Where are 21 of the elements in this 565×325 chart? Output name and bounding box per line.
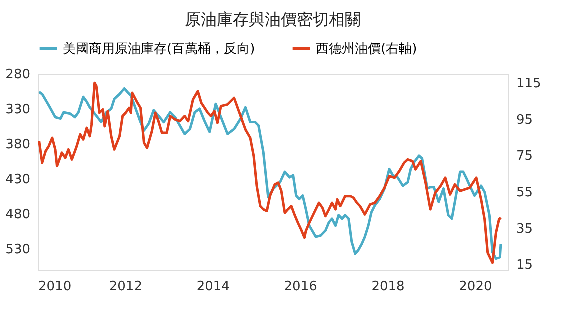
y2-tick-label: 55 [516, 185, 534, 200]
y-tick-label: 430 [6, 172, 30, 188]
legend-label: 西德州油價(右軸) [316, 42, 418, 57]
y-tick-label: 380 [6, 138, 30, 152]
legend-label: 美國商用原油庫存(百萬桶，反向) [63, 40, 256, 57]
chart-title: 原油庫存與油價密切相關 [185, 10, 361, 29]
x-tick-label: 2012 [109, 280, 142, 294]
x-tick-label: 2018 [372, 280, 405, 294]
y2-tick-label: 35 [516, 222, 534, 237]
x-tick-label: 2014 [196, 280, 230, 294]
y-tick-label: 480 [6, 208, 30, 222]
x-tick-label: 2016 [284, 280, 318, 294]
y-tick-label: 530 [6, 242, 30, 258]
y2-tick-label: 75 [516, 149, 534, 164]
x-tick-label: 2010 [38, 280, 72, 294]
y2-tick-label: 15 [516, 258, 534, 274]
x-tick-label: 2020 [459, 280, 492, 294]
y-tick-label: 330 [6, 102, 30, 118]
y-tick-label: 280 [6, 68, 30, 82]
y2-tick-label: 95 [516, 112, 534, 128]
y2-tick-label: 115 [516, 76, 542, 92]
